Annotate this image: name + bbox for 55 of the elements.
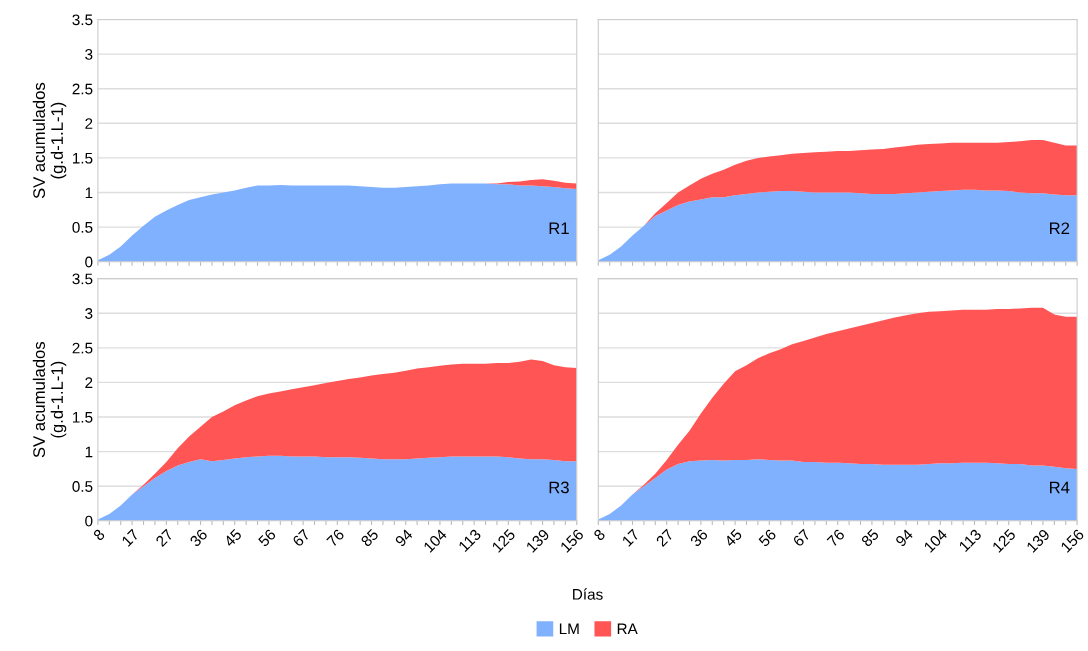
x-tick-label: 17 xyxy=(621,528,640,547)
x-tick-label: 45 xyxy=(223,528,243,548)
x-tick-label: 56 xyxy=(758,528,777,548)
annotation: R1 xyxy=(549,222,569,235)
x-tick-label: 156 xyxy=(559,528,585,553)
y-tick-label: 0 xyxy=(85,515,93,527)
x-tick-label: 56 xyxy=(257,528,277,548)
x-tick-label: 27 xyxy=(655,528,674,548)
annotation: R4 xyxy=(1050,481,1070,494)
y-axis-title: SV acumulados (g.d-1.L-1) xyxy=(32,82,67,199)
y-tick-label: 2.5 xyxy=(72,83,93,95)
x-tick-label: 76 xyxy=(826,528,846,548)
x-tick-label: 139 xyxy=(525,528,550,553)
x-tick-label: 94 xyxy=(894,528,914,548)
x-tick-label: 156 xyxy=(1060,528,1085,553)
x-tick-label: 113 xyxy=(458,528,482,553)
x-tick-label: 67 xyxy=(792,528,811,548)
x-tick-label: 139 xyxy=(1026,528,1051,553)
y-tick-label: 1 xyxy=(85,446,93,458)
legend-label: LM xyxy=(559,623,579,635)
y-tick-label: 1.5 xyxy=(72,152,93,164)
y-tick-label: 0.5 xyxy=(72,481,93,492)
y-tick-label: 3.5 xyxy=(72,14,93,26)
x-tick-label: 67 xyxy=(291,528,311,548)
y-tick-label: 1.5 xyxy=(72,412,93,423)
y-tick-label: 3 xyxy=(85,48,93,60)
x-tick-label: 8 xyxy=(92,528,106,542)
x-tick-label: 113 xyxy=(958,528,982,553)
x-tick-label: 36 xyxy=(689,528,709,548)
x-axis-title: Días xyxy=(573,588,603,600)
x-tick-label: 8 xyxy=(593,528,606,542)
annotation: R3 xyxy=(549,481,569,494)
x-tick-label: 94 xyxy=(394,528,414,548)
y-tick-label: 2 xyxy=(85,118,93,129)
x-tick-label: 104 xyxy=(423,528,448,553)
x-tick-label: 27 xyxy=(155,528,174,548)
y-tick-label: 0.5 xyxy=(72,221,93,233)
annotation: R2 xyxy=(1050,222,1070,235)
y-tick-label: 3 xyxy=(85,308,93,319)
x-tick-label: 125 xyxy=(991,528,1017,553)
y-tick-label: 2 xyxy=(85,377,93,388)
x-tick-label: 17 xyxy=(121,528,140,547)
y-tick-label: 2.5 xyxy=(72,342,93,354)
legend-label: RA xyxy=(617,623,638,635)
x-tick-label: 104 xyxy=(923,528,948,553)
x-tick-label: 76 xyxy=(326,528,345,548)
y-axis-title: SV acumulados (g.d-1.L-1) xyxy=(32,341,67,458)
x-tick-label: 45 xyxy=(723,528,743,548)
x-tick-label: 85 xyxy=(860,528,880,548)
x-tick-label: 36 xyxy=(189,528,208,548)
y-tick-label: 0 xyxy=(85,256,93,268)
y-tick-label: 1 xyxy=(85,187,93,199)
x-tick-label: 85 xyxy=(360,528,380,548)
y-tick-label: 3.5 xyxy=(72,273,93,285)
x-tick-label: 125 xyxy=(491,528,516,553)
